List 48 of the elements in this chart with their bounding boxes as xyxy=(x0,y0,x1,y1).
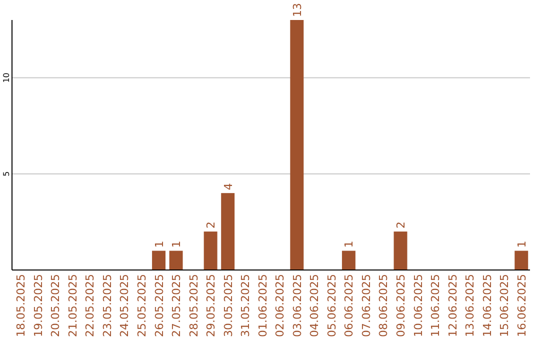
x-tick-label: 13.06.2025 xyxy=(464,274,477,337)
bar xyxy=(221,193,235,270)
x-tick-label: 29.05.2025 xyxy=(204,274,218,337)
bar xyxy=(169,250,183,270)
bar xyxy=(204,232,218,270)
y-tick-label: 10 xyxy=(2,72,11,83)
x-tick-label: 24.05.2025 xyxy=(118,274,132,337)
x-tick-label: 11.06.2025 xyxy=(429,274,442,337)
x-tick-label: 15.06.2025 xyxy=(498,274,512,337)
x-tick-label: 30.05.2025 xyxy=(222,274,235,337)
x-tick-label: 09.06.2025 xyxy=(394,274,408,337)
x-tick-label: 25.05.2025 xyxy=(136,274,148,337)
data-label: 1 xyxy=(342,240,356,248)
x-tick-label: 23.05.2025 xyxy=(100,274,114,337)
x-tick-label: 02.06.2025 xyxy=(274,274,287,337)
x-tick-label: 21.05.2025 xyxy=(66,274,80,337)
data-label: 2 xyxy=(394,222,408,229)
x-tick-label: 16.06.2025 xyxy=(515,274,528,337)
bar xyxy=(394,232,408,270)
x-tick-label: 03.06.2025 xyxy=(290,274,304,337)
x-tick-label: 14.06.2025 xyxy=(480,274,494,337)
x-tick-label: 26.05.2025 xyxy=(152,274,166,337)
x-tick-label: 01.06.2025 xyxy=(256,274,270,337)
x-tick-label: 06.06.2025 xyxy=(342,274,356,337)
x-tick-label: 18.05.2025 xyxy=(14,274,28,337)
x-tick-label: 08.06.2025 xyxy=(377,274,390,337)
bar xyxy=(342,250,356,270)
x-tick-label: 05.06.2025 xyxy=(325,274,338,337)
x-tick-label: 27.05.2025 xyxy=(170,274,184,337)
x-tick-label: 28.05.2025 xyxy=(187,274,200,337)
bar xyxy=(514,250,528,270)
x-tick-label: 07.06.2025 xyxy=(360,274,373,337)
x-tick-label: 19.05.2025 xyxy=(32,274,45,337)
x-tick-label: 10.06.2025 xyxy=(412,274,425,337)
data-label: 13 xyxy=(290,3,304,17)
bar xyxy=(152,250,166,270)
y-tick-label: 5 xyxy=(2,171,11,176)
data-label: 4 xyxy=(222,183,235,190)
x-tick-label: 22.05.2025 xyxy=(84,274,97,337)
x-tick-label: 31.05.2025 xyxy=(239,274,252,337)
x-tick-label: 12.06.2025 xyxy=(446,274,460,337)
data-label: 2 xyxy=(204,222,218,229)
data-label: 1 xyxy=(152,240,166,248)
x-tick-label: 04.06.2025 xyxy=(308,274,322,337)
x-tick-label: 20.05.2025 xyxy=(49,274,62,337)
bar xyxy=(290,20,304,270)
data-label: 1 xyxy=(515,240,528,248)
data-label: 1 xyxy=(170,240,184,248)
